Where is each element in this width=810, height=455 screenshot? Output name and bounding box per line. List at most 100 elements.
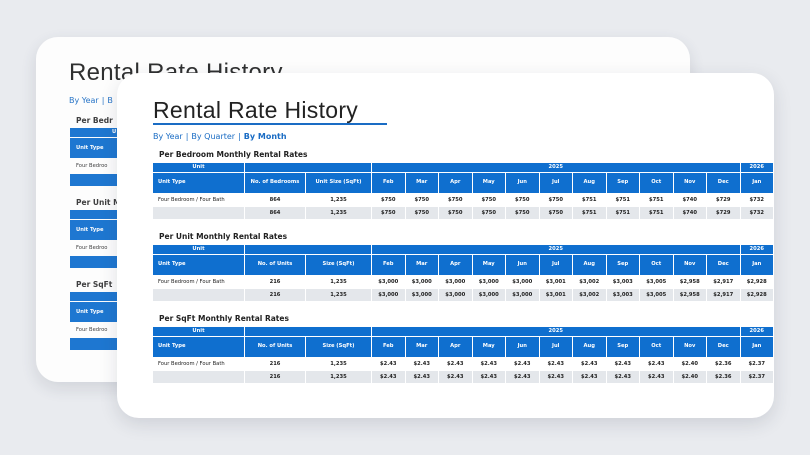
cell-rate: $732 bbox=[740, 207, 773, 219]
back-nav-fragment[interactable]: B bbox=[107, 96, 113, 105]
back-table-3-header: Unit Type bbox=[70, 302, 120, 322]
back-period-nav: By Year | B bbox=[69, 96, 113, 105]
header-month-may: May bbox=[472, 255, 505, 275]
cell-rate: $2.43 bbox=[648, 361, 665, 367]
header-unit-type: Unit Type bbox=[153, 255, 244, 275]
header-month-nov: Nov bbox=[673, 337, 706, 357]
header-month-oct: Oct bbox=[640, 173, 673, 193]
header-month-may: May bbox=[472, 173, 505, 193]
header-unit: Unit bbox=[153, 245, 244, 254]
cell-rate: $750 bbox=[506, 207, 539, 219]
nav-by-quarter[interactable]: By Quarter bbox=[191, 132, 236, 141]
back-table-1-header-top: U bbox=[70, 128, 120, 137]
cell-count: 864 bbox=[269, 197, 281, 203]
cell-rate: $750 bbox=[405, 207, 438, 219]
cell-rate: $3,005 bbox=[640, 289, 673, 301]
header-month-mar: Mar bbox=[405, 255, 438, 275]
cell-rate: $751 bbox=[649, 197, 664, 203]
cell-rate: $2,958 bbox=[679, 279, 700, 285]
cell-rate: $2.43 bbox=[413, 361, 430, 367]
cell-rate: $3,005 bbox=[646, 279, 667, 285]
header-month-jul: Jul bbox=[539, 255, 572, 275]
cell-rate: $740 bbox=[673, 207, 706, 219]
cell-rate: $2,928 bbox=[746, 279, 767, 285]
cell-rate: $3,002 bbox=[579, 279, 600, 285]
header-unit-type: Unit Type bbox=[153, 173, 244, 193]
header-month-nov: Nov bbox=[673, 255, 706, 275]
cell-rate: $751 bbox=[582, 197, 597, 203]
cell-count: 216 bbox=[269, 361, 281, 367]
back-nav-by-year[interactable]: By Year bbox=[69, 96, 99, 105]
back-section-3-title: Per SqFt bbox=[76, 280, 113, 289]
header-month-jun: Jun bbox=[506, 255, 539, 275]
header-month-aug: Aug bbox=[573, 255, 606, 275]
header-size: Unit Size (SqFt) bbox=[306, 173, 371, 193]
cell-rate: $2.43 bbox=[640, 371, 673, 383]
header-size: Size (SqFt) bbox=[306, 337, 371, 357]
cell-count: 864 bbox=[245, 207, 305, 219]
header-unit: Unit bbox=[153, 163, 244, 172]
header-blank bbox=[245, 327, 371, 336]
header-month-oct: Oct bbox=[640, 255, 673, 275]
nav-by-year[interactable]: By Year bbox=[153, 132, 183, 141]
cell-count: 216 bbox=[245, 371, 305, 383]
header-year-2026: 2026 bbox=[740, 245, 773, 254]
cell-rate: $3,000 bbox=[472, 289, 505, 301]
header-month-jan: Jan bbox=[740, 337, 773, 357]
header-blank bbox=[245, 245, 371, 254]
cell-rate: $2.43 bbox=[547, 361, 564, 367]
back-section-2-title: Per Unit M bbox=[76, 198, 121, 207]
back-table-2-header-top bbox=[70, 210, 120, 219]
cell-rate: $3,003 bbox=[612, 279, 633, 285]
back-table-1-row: Four Bedroo bbox=[76, 163, 108, 169]
report-card: Rental Rate History By Year | By Quarter | B… bbox=[117, 73, 774, 418]
cell-rate: $2.43 bbox=[447, 361, 464, 367]
cell-rate: $3,000 bbox=[439, 289, 472, 301]
cell-unit-type bbox=[153, 371, 244, 383]
header-count: No. of Units bbox=[245, 255, 305, 275]
header-month-aug: Aug bbox=[573, 337, 606, 357]
cell-rate: $2.43 bbox=[380, 361, 397, 367]
cell-rate: $750 bbox=[372, 207, 405, 219]
cell-rate: $2.43 bbox=[480, 361, 497, 367]
back-table-2-bar bbox=[70, 256, 120, 268]
cell-rate: $732 bbox=[749, 197, 764, 203]
header-month-feb: Feb bbox=[372, 337, 405, 357]
title-underline bbox=[153, 123, 387, 125]
page-title: Rental Rate History bbox=[153, 97, 359, 123]
section-title-1: Per Bedroom Monthly Rental Rates bbox=[159, 150, 308, 159]
cell-rate: $3,002 bbox=[573, 289, 606, 301]
cell-rate: $2,917 bbox=[707, 289, 740, 301]
header-month-jun: Jun bbox=[506, 173, 539, 193]
cell-rate: $750 bbox=[515, 197, 530, 203]
cell-count: 216 bbox=[245, 289, 305, 301]
cell-size: 1,235 bbox=[306, 207, 371, 219]
nav-by-month[interactable]: By Month bbox=[243, 132, 287, 141]
cell-rate: $750 bbox=[548, 197, 563, 203]
cell-rate: $2.43 bbox=[614, 361, 631, 367]
rate-table-1: Unit 2025 2026 Unit Type No. of Bedrooms Unit… bbox=[152, 162, 774, 220]
cell-size: 1,235 bbox=[330, 361, 347, 367]
cell-rate: $3,000 bbox=[405, 289, 438, 301]
cell-rate: $2.43 bbox=[606, 371, 639, 383]
header-month-apr: Apr bbox=[439, 173, 472, 193]
table-average-row: 216 1,235 $2.43 $2.43 $2.43 $2.43 $2.43 $2.43 $2… bbox=[153, 371, 773, 383]
cell-rate: $3,003 bbox=[606, 289, 639, 301]
header-month-apr: Apr bbox=[439, 337, 472, 357]
cell-unit-type: Four Bedroom / Four Bath bbox=[158, 361, 225, 367]
header-month-feb: Feb bbox=[372, 255, 405, 275]
back-table-3-row: Four Bedroo bbox=[76, 327, 108, 333]
header-month-mar: Mar bbox=[405, 173, 438, 193]
cell-rate: $2.43 bbox=[514, 361, 531, 367]
cell-rate: $2.40 bbox=[673, 371, 706, 383]
back-table-3-header-top bbox=[70, 292, 120, 301]
header-year-2025: 2025 bbox=[372, 327, 740, 336]
cell-rate: $750 bbox=[381, 197, 396, 203]
cell-unit-type bbox=[153, 207, 244, 219]
cell-rate: $2.37 bbox=[740, 371, 773, 383]
header-month-aug: Aug bbox=[573, 173, 606, 193]
header-month-jul: Jul bbox=[539, 173, 572, 193]
cell-rate: $2.36 bbox=[715, 361, 732, 367]
cell-rate: $751 bbox=[606, 207, 639, 219]
cell-rate: $3,000 bbox=[445, 279, 466, 285]
